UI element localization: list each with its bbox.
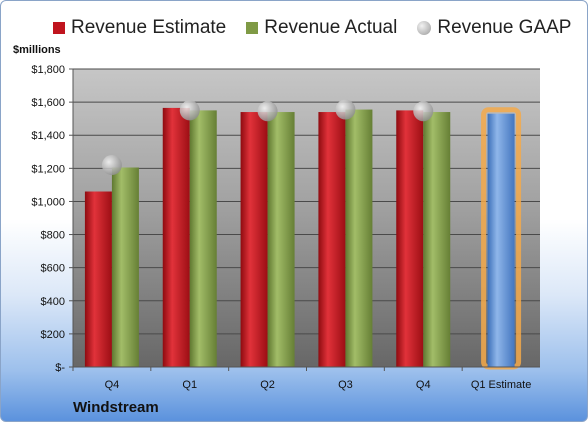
legend-swatch-actual [246,22,259,34]
bar-revenue-estimate [240,112,268,368]
x-tick-label: Q4 [105,379,120,391]
x-tick-label: Q1 [182,379,197,391]
x-tick-label: Q1 Estimate [471,379,532,391]
x-tick-label: Q2 [260,379,275,391]
x-tick-label: Q3 [338,379,353,391]
point-revenue-gaap [257,101,278,122]
y-tick-label: $1,200 [31,163,65,175]
bar-revenue-estimate [318,112,346,368]
y-tick-label: $1,400 [31,130,65,142]
y-axis-units-label: $millions [13,44,61,56]
legend-item-gaap: Revenue GAAP [417,17,571,39]
point-revenue-gaap [101,155,122,176]
legend-item-estimate: Revenue Estimate [53,17,226,39]
bar-revenue-estimate [162,107,190,368]
y-tick-label: $400 [41,296,65,308]
y-tick-label: $600 [41,263,65,275]
bar-revenue-actual [267,112,295,368]
legend-item-actual: Revenue Actual [246,17,397,39]
x-tick-label: Q4 [416,379,431,391]
y-tick-label: $200 [41,329,65,341]
point-revenue-gaap [335,99,356,120]
legend: Revenue Estimate Revenue Actual Revenue … [53,17,571,39]
point-revenue-gaap [179,100,200,121]
y-tick-label: $1,600 [31,97,65,109]
bar-revenue-actual [423,112,451,368]
y-tick-label: $1,800 [31,64,65,76]
legend-swatch-estimate [53,22,65,34]
bar-revenue-estimate [84,191,112,367]
bar-revenue-actual [111,167,139,367]
bar-revenue-estimate-future [487,113,515,367]
bar-revenue-estimate [396,110,424,367]
y-tick-label: $- [55,362,65,374]
bar-revenue-actual [345,109,373,368]
legend-swatch-gaap [417,21,432,35]
y-tick-label: $800 [41,230,65,242]
company-name: Windstream [73,399,159,416]
legend-label-gaap: Revenue GAAP [437,17,572,38]
point-revenue-gaap [413,101,434,122]
legend-label-estimate: Revenue Estimate [71,17,227,38]
plot-area [73,69,540,367]
bar-revenue-actual [189,110,217,367]
legend-label-actual: Revenue Actual [264,17,398,38]
y-tick-label: $1,000 [31,196,65,208]
